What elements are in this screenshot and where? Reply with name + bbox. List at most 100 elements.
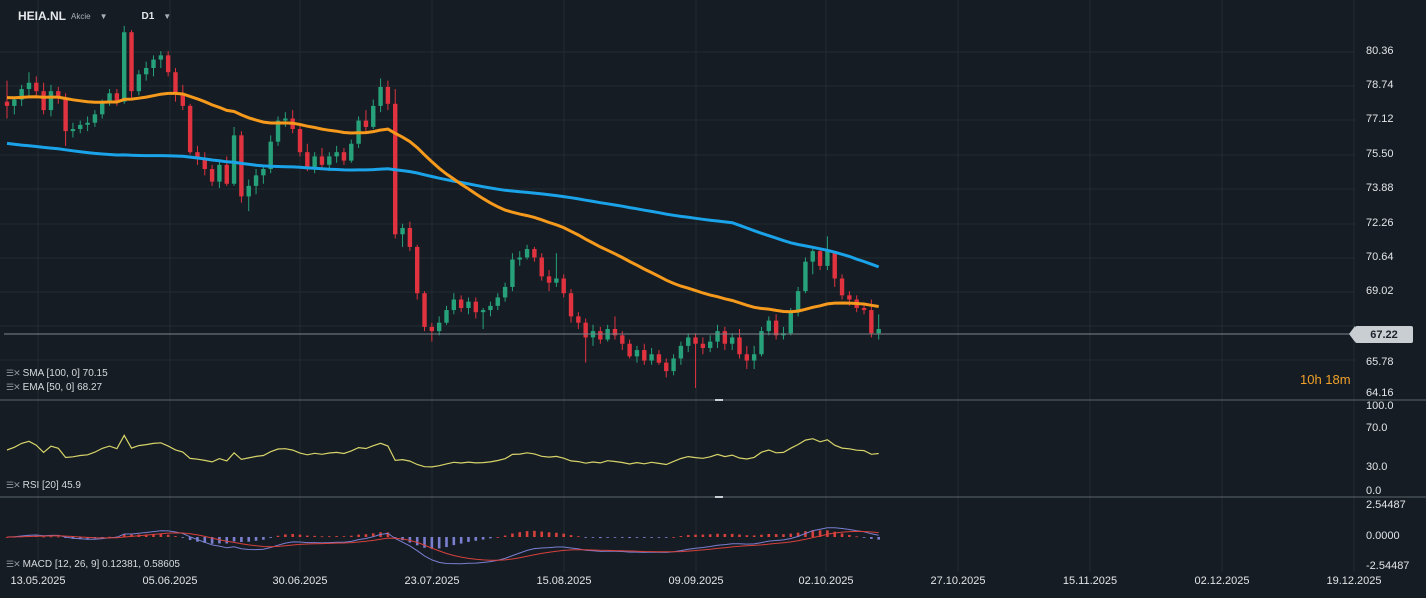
candle-body: [876, 329, 881, 334]
candle-body: [165, 55, 171, 73]
candle-body: [642, 350, 647, 361]
macd-bar: [42, 536, 45, 538]
candle-body: [239, 135, 244, 197]
macd-bar: [657, 537, 661, 538]
candle-body: [63, 97, 68, 132]
settings-lines-icon[interactable]: ☰✕: [6, 480, 21, 490]
macd-bar: [232, 537, 236, 542]
macd-bar: [811, 530, 815, 537]
candle-body: [217, 164, 222, 182]
symbol-label[interactable]: HEIA.NL: [18, 9, 66, 23]
candle-body: [100, 101, 105, 115]
macd-bar: [181, 537, 185, 538]
rsi-tick-label: 30.0: [1366, 461, 1388, 473]
pane-resize-handle-1[interactable]: [715, 399, 723, 401]
candle-body: [744, 354, 750, 361]
macd-bar: [591, 537, 595, 538]
rsi-tick-label: 70.0: [1366, 422, 1388, 434]
macd-tick-label: 0.0000: [1366, 530, 1400, 542]
macd-legend[interactable]: ☰✕ MACD [12, 26, 9] 0.12381, 0.58605: [6, 559, 180, 570]
macd-bar: [730, 533, 734, 537]
timeframe-label[interactable]: D1: [141, 10, 155, 22]
macd-bar: [752, 535, 756, 537]
candle-body: [693, 337, 698, 344]
sma-legend[interactable]: ☰✕ SMA [100, 0] 70.15: [6, 368, 108, 379]
settings-lines-icon[interactable]: ☰✕: [6, 559, 21, 569]
macd-bar: [430, 537, 434, 549]
candle-body: [224, 164, 229, 184]
candle-body: [363, 120, 369, 127]
macd-bar: [716, 533, 719, 537]
candle-body: [253, 175, 259, 186]
candle-body: [283, 118, 288, 121]
macd-bar: [533, 530, 536, 537]
macd-bar: [108, 536, 111, 538]
macd-bar: [313, 535, 316, 537]
candle-body: [371, 105, 376, 127]
candle-body: [576, 316, 581, 323]
timeframe-dropdown-icon[interactable]: ▼: [163, 11, 172, 21]
macd-bar: [562, 533, 565, 537]
macd-bar: [276, 535, 280, 537]
macd-bar: [606, 537, 609, 538]
macd-bar: [635, 537, 639, 538]
macd-bar: [386, 532, 390, 537]
candle-body: [473, 301, 478, 313]
candle-body: [70, 129, 76, 132]
macd-bar: [56, 536, 60, 538]
candle-body: [620, 335, 625, 344]
macd-bar: [144, 534, 148, 537]
candle-body: [34, 82, 39, 92]
macd-bar: [708, 534, 712, 537]
time-tick-label: 15.11.2025: [1062, 575, 1118, 587]
candle-body: [4, 101, 10, 106]
macd-bar: [745, 535, 749, 537]
candle-body: [803, 261, 808, 292]
candle-body: [788, 312, 793, 334]
candle-body: [429, 326, 435, 332]
sma-line: [6, 141, 880, 269]
candle-body: [810, 251, 815, 262]
time-tick-label: 27.10.2025: [930, 575, 986, 587]
macd-bar: [298, 534, 302, 537]
candle-body: [231, 135, 237, 184]
candle-body: [341, 152, 347, 161]
macd-bar: [738, 534, 741, 537]
candle-body: [510, 259, 515, 287]
macd-bar: [496, 536, 500, 538]
settings-lines-icon[interactable]: ☰✕: [6, 368, 21, 378]
ema-legend-label: EMA [50, 0] 68.27: [22, 382, 103, 393]
macd-bar: [694, 534, 697, 537]
macd-bar: [547, 532, 551, 537]
ema-legend[interactable]: ☰✕ EMA [50, 0] 68.27: [6, 382, 102, 393]
macd-bar: [262, 537, 265, 540]
candle-body: [349, 143, 354, 161]
macd-bar: [467, 537, 470, 542]
candle-body: [656, 354, 662, 363]
candle-body: [722, 331, 728, 344]
macd-bar: [152, 534, 155, 537]
macd-bar: [122, 533, 126, 537]
macd-bar: [599, 537, 602, 539]
macd-bar: [577, 536, 580, 538]
candle-body: [554, 278, 559, 283]
macd-bar: [540, 531, 544, 537]
macd-bar: [804, 531, 807, 537]
candle-body: [261, 169, 266, 176]
macd-bar: [342, 536, 346, 538]
chart-header: HEIA.NL Akcie ▼ D1 ▼: [18, 9, 171, 23]
price-tick-label: 80.36: [1366, 45, 1394, 57]
candle-body: [107, 93, 112, 102]
time-tick-label: 19.12.2025: [1326, 575, 1382, 587]
macd-bar: [555, 532, 558, 537]
candle-body: [312, 156, 317, 167]
settings-lines-icon[interactable]: ☰✕: [6, 382, 21, 392]
symbol-dropdown-icon[interactable]: ▼: [99, 11, 108, 21]
rsi-legend[interactable]: ☰✕ RSI [20] 45.9: [6, 480, 81, 491]
candle-body: [400, 227, 405, 235]
macd-bar: [511, 533, 514, 537]
candle-body: [209, 169, 215, 182]
pane-resize-handle-2[interactable]: [715, 496, 723, 498]
candle-body: [334, 152, 339, 157]
